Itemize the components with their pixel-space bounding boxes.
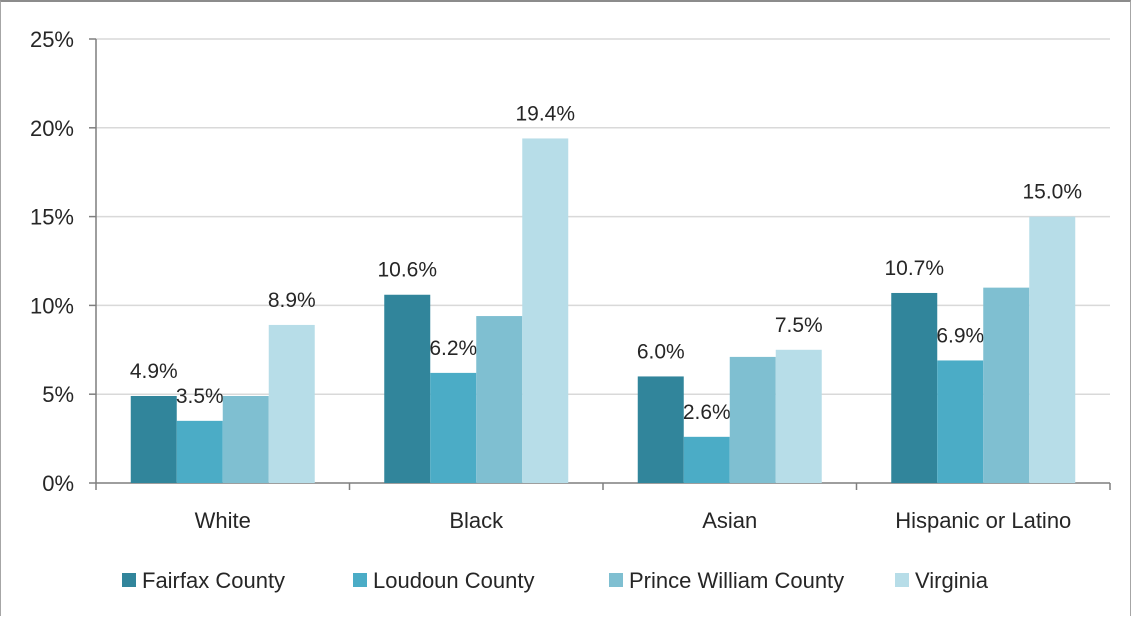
data-label: 10.7% [884,257,944,280]
data-label: 6.2% [429,337,477,360]
data-label: 15.0% [1022,181,1082,204]
x-category-label: Hispanic or Latino [895,508,1071,533]
bar [983,287,1030,483]
bar [637,376,684,483]
data-label: 19.4% [515,102,575,125]
legend-swatch [895,573,909,587]
bar [522,138,569,483]
bar [268,324,315,483]
bar [222,395,269,483]
x-category-label: Black [449,508,504,533]
bar [1029,216,1076,483]
data-label: 8.9% [268,289,316,312]
bar [937,360,984,483]
bar [176,420,223,483]
data-label: 6.9% [936,324,984,347]
legend-label: Fairfax County [142,568,285,593]
data-label: 2.6% [683,401,731,424]
legend-label: Loudoun County [373,568,534,593]
y-tick-label: 20% [30,116,74,141]
bar [683,436,730,483]
bar [891,292,938,483]
legend-label: Virginia [915,568,989,593]
bar [130,395,177,483]
bar [384,294,431,483]
bar [476,316,523,483]
x-category-label: Asian [702,508,757,533]
data-label: 7.5% [775,314,823,337]
y-tick-label: 0% [42,471,74,496]
legend-swatch [353,573,367,587]
bar [775,349,822,483]
bar [430,372,477,483]
data-label: 4.9% [130,360,178,383]
x-category-label: White [195,508,251,533]
y-tick-label: 15% [30,205,74,230]
y-tick-label: 25% [30,27,74,52]
data-label: 3.5% [176,385,224,408]
legend-label: Prince William County [629,568,844,593]
y-tick-label: 10% [30,293,74,318]
data-label: 6.0% [637,340,685,363]
legend-swatch [122,573,136,587]
legend-swatch [609,573,623,587]
bar [729,356,776,483]
y-tick-label: 5% [42,382,74,407]
data-label: 10.6% [377,259,437,282]
